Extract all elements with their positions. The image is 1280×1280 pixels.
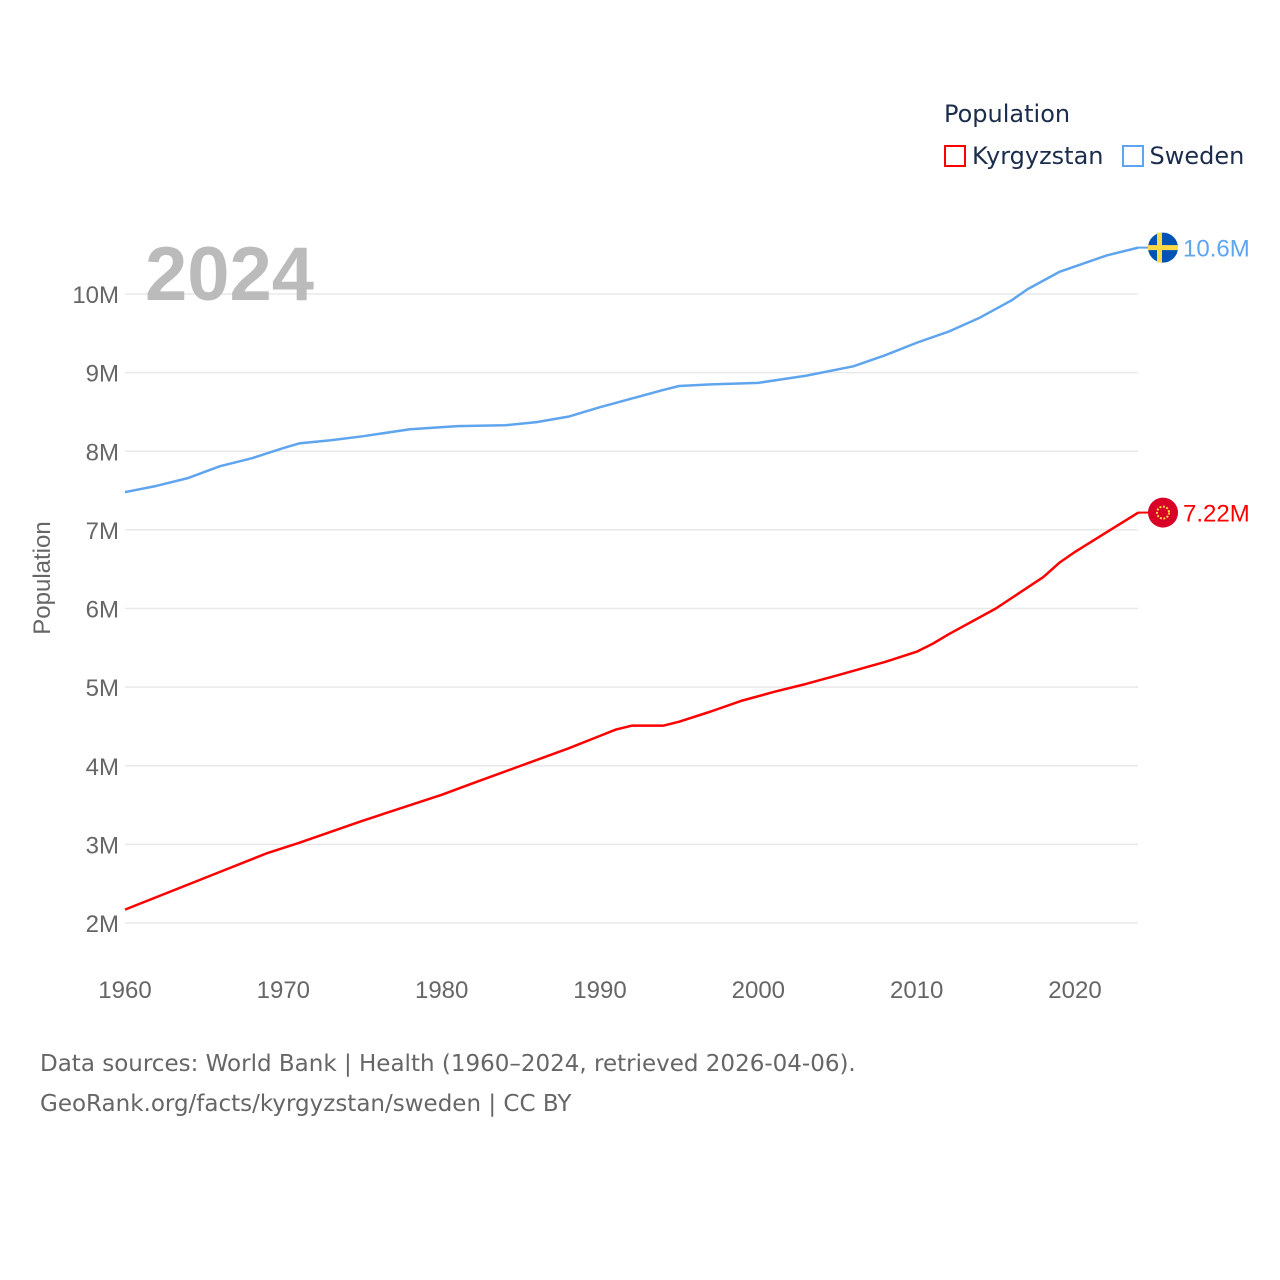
legend-title: Population	[944, 100, 1071, 128]
y-tick-label: 3M	[86, 832, 119, 859]
legend-swatch	[1121, 145, 1144, 167]
x-tick-label: 2010	[890, 977, 943, 1004]
x-tick-label: 1970	[257, 977, 310, 1004]
legend-item-sweden[interactable]: Sweden	[1121, 142, 1245, 170]
legend: Kyrgyzstan Sweden	[944, 142, 1244, 170]
y-tick-label: 6M	[86, 597, 119, 624]
y-tick-label: 4M	[86, 754, 119, 781]
kyrgyzstan-flag-icon	[1148, 497, 1178, 528]
flag-sun	[1156, 505, 1170, 520]
data-source-note: Data sources: World Bank | Health (1960–…	[40, 1051, 856, 1077]
y-axis-label: Population	[29, 521, 56, 634]
source-link[interactable]: GeoRank.org/facts/kyrgyzstan/sweden | CC…	[40, 1091, 572, 1117]
y-tick-label: 2M	[86, 911, 119, 938]
x-tick-label: 2000	[732, 977, 785, 1004]
year-label: 2024	[145, 232, 314, 317]
series-line-kyrgyzstan	[124, 511, 1139, 911]
footer: Data sources: World Bank | Health (1960–…	[40, 1044, 856, 1124]
x-tick-label: 1980	[415, 977, 468, 1004]
series-line-sweden	[124, 246, 1139, 494]
legend-label: Kyrgyzstan	[972, 142, 1104, 170]
flag-cross	[1148, 245, 1178, 251]
y-tick-label: 10M	[72, 282, 119, 309]
y-tick-label: 9M	[86, 361, 119, 388]
x-tick-label: 2020	[1048, 977, 1101, 1004]
legend-item-kyrgyzstan[interactable]: Kyrgyzstan	[944, 142, 1104, 170]
y-tick-label: 7M	[86, 518, 119, 545]
x-tick-label: 1990	[573, 977, 626, 1004]
x-tick-label: 1960	[98, 977, 151, 1004]
legend-swatch	[944, 145, 966, 167]
y-tick-label: 8M	[86, 439, 119, 466]
y-tick-label: 5M	[86, 675, 119, 702]
legend-label: Sweden	[1149, 142, 1245, 170]
end-value-label: 10.6M	[1183, 236, 1250, 263]
end-value-label: 7.22M	[1183, 501, 1250, 528]
